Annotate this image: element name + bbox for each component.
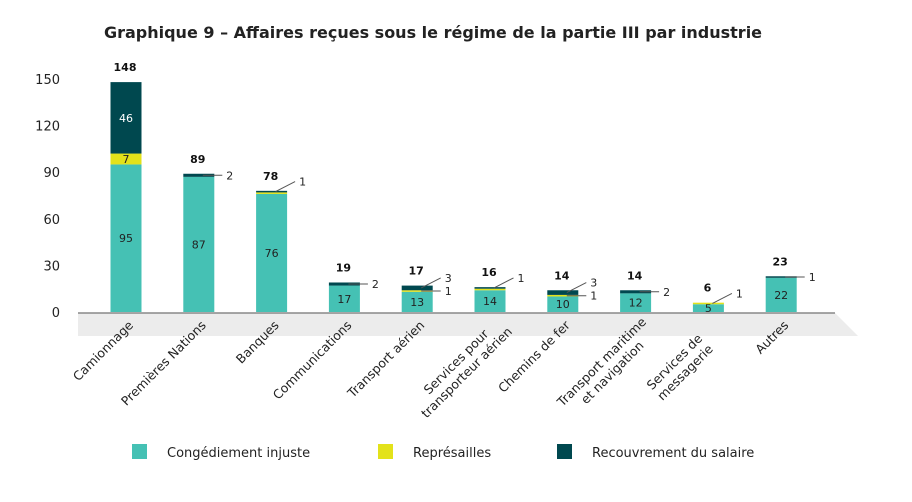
total-label: 78 (263, 170, 278, 183)
leader-line (420, 277, 441, 289)
legend: Congédiement injuste Représailles Recouvre… (132, 444, 754, 461)
bar-segment (328, 282, 360, 286)
bar-segment (474, 287, 506, 289)
legend-label: Congédiement injuste (167, 446, 310, 461)
segment-label: 3 (590, 277, 597, 290)
segment-label: 1 (445, 285, 452, 298)
leader-line (712, 293, 733, 304)
bar-segment (183, 173, 215, 177)
bar-segment (474, 290, 506, 312)
bar-segment (401, 285, 433, 291)
leader-line (566, 282, 587, 294)
bar-segment (547, 290, 579, 295)
segment-label: 1 (590, 290, 597, 303)
bar-group: 12 2 14 (620, 269, 670, 312)
bar-segment (328, 285, 360, 312)
segment-label: 7 (123, 153, 130, 166)
total-label: 23 (773, 255, 788, 268)
segment-label: 46 (119, 112, 133, 125)
segment-label: 17 (337, 293, 351, 306)
segment-label: 2 (663, 286, 670, 299)
segment-label: 5 (705, 302, 712, 315)
bar-segment (474, 288, 506, 291)
bar-group: 87 2 89 (183, 153, 233, 312)
total-label: 14 (554, 269, 570, 282)
bar-segment (620, 290, 652, 294)
y-axis: 0 30 60 90 120 150 (35, 73, 60, 321)
y-tick-label: 60 (43, 213, 60, 228)
bar-segment (110, 153, 142, 165)
legend-item: Congédiement injuste (132, 444, 310, 461)
leader-line (275, 181, 296, 193)
leader-line (493, 277, 514, 289)
segment-label: 10 (556, 298, 570, 311)
segment-label: 76 (265, 247, 279, 260)
segment-label: 1 (736, 287, 743, 300)
bar-segment (692, 302, 724, 305)
bar-group: 5 1 6 (692, 282, 743, 315)
bar-segment (110, 164, 142, 312)
bar-segment (401, 291, 433, 312)
bar-group: 10 13 14 (547, 269, 597, 312)
bar-group: 22 1 23 (765, 255, 816, 312)
bar-segment (620, 293, 652, 312)
chart-title: Graphique 9 – Affaires reçues sous le ré… (104, 23, 762, 42)
legend-swatch (378, 444, 393, 459)
bars: 9574614887289761781721913131714116101314… (110, 61, 816, 315)
segment-label: 22 (774, 289, 788, 302)
y-tick-label: 0 (52, 306, 60, 321)
segment-label: 95 (119, 232, 133, 245)
bar-segment (765, 276, 797, 278)
bar-segment (183, 176, 215, 312)
legend-label: Représailles (413, 446, 491, 461)
y-tick-label: 120 (35, 120, 60, 135)
y-tick-label: 150 (35, 73, 60, 88)
segment-label: 14 (483, 295, 497, 308)
bar-group: 95 7 46 148 (110, 61, 142, 312)
segment-label: 13 (410, 296, 424, 309)
bar-segment (401, 290, 433, 292)
bar-segment (256, 190, 288, 193)
floor-band (78, 313, 858, 336)
segment-label: 3 (445, 272, 452, 285)
chart-floor (78, 312, 858, 336)
legend-label: Recouvrement du salaire (592, 446, 754, 461)
segment-label: 2 (372, 278, 379, 291)
segment-label: 1 (518, 272, 525, 285)
y-tick-label: 90 (43, 166, 60, 181)
bar-segment (256, 193, 288, 312)
legend-item: Recouvrement du salaire (557, 444, 754, 461)
bar-segment (110, 82, 142, 154)
total-label: 19 (336, 261, 351, 274)
legend-swatch (557, 444, 572, 459)
legend-swatch (132, 444, 147, 459)
category-label: Services demessagerie (643, 331, 716, 404)
bar-segment (765, 277, 797, 312)
bar-group: 17 2 19 (328, 261, 379, 312)
segment-label: 87 (192, 238, 206, 251)
total-label: 17 (409, 265, 424, 278)
total-label: 148 (114, 61, 137, 74)
total-label: 89 (190, 153, 205, 166)
segment-label: 12 (629, 297, 643, 310)
segment-label: 1 (299, 176, 306, 189)
category-label-line: transporteur aérien (418, 324, 515, 421)
total-label: 6 (704, 282, 712, 295)
bar-segment (547, 296, 579, 312)
total-label: 16 (481, 266, 497, 279)
bar-group: 13 13 17 (401, 265, 452, 312)
legend-item: Représailles (378, 444, 491, 461)
bar-segment (547, 294, 579, 297)
bar-segment (692, 304, 724, 312)
segment-label: 1 (809, 271, 816, 284)
bar-group: 76 1 78 (256, 170, 306, 312)
y-tick-label: 30 (43, 259, 60, 274)
bar-segment (256, 192, 288, 194)
total-label: 14 (627, 269, 643, 282)
bar-group: 14 1 16 (474, 266, 525, 312)
segment-label: 2 (226, 169, 233, 182)
